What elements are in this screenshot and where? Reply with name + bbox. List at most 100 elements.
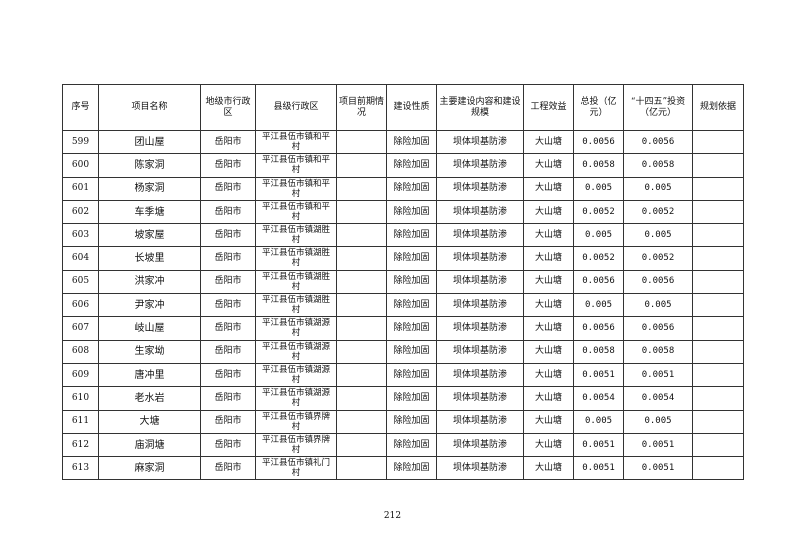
- cell-total-invest: 0.0051: [573, 432, 624, 458]
- cell-basis: [692, 456, 744, 481]
- cell-city: 岳阳市: [200, 316, 256, 341]
- cell-benefit: 大山塘: [523, 153, 574, 178]
- cell-index: 606: [62, 293, 99, 318]
- cell-14th-invest: 0.0056: [623, 269, 693, 295]
- cell-basis: [692, 246, 744, 271]
- cell-county: 平江县伍市镇湖胜村: [255, 293, 337, 318]
- cell-total-invest: 0.0052: [573, 199, 624, 225]
- header-col-project-name: 项目名称: [98, 84, 201, 131]
- table-header-row: 序号 项目名称 地级市行政区 县级行政区 项目前期情况 建设性质 主要建设内容和建设规模 工程…: [62, 84, 744, 131]
- project-table: 序号 项目名称 地级市行政区 县级行政区 项目前期情况 建设性质 主要建设内容和建设规模 工程…: [62, 84, 744, 481]
- cell-index: 605: [62, 269, 99, 295]
- cell-project-name: 团山屋: [98, 129, 201, 155]
- cell-index: 610: [62, 386, 99, 411]
- cell-14th-invest: 0.005: [623, 176, 693, 201]
- cell-index: 609: [62, 362, 99, 388]
- cell-content: 坝体坝基防渗: [436, 386, 524, 411]
- cell-city: 岳阳市: [200, 153, 256, 178]
- cell-project-name: 庙洞塘: [98, 432, 201, 458]
- cell-nature: 除险加固: [386, 316, 437, 341]
- cell-nature: 除险加固: [386, 339, 437, 364]
- cell-benefit: 大山塘: [523, 316, 574, 341]
- cell-index: 601: [62, 176, 99, 201]
- cell-preliminary: [336, 199, 387, 225]
- cell-content: 坝体坝基防渗: [436, 362, 524, 388]
- cell-basis: [692, 432, 744, 458]
- cell-project-name: 洪家冲: [98, 269, 201, 295]
- cell-preliminary: [336, 176, 387, 201]
- cell-14th-invest: 0.0054: [623, 386, 693, 411]
- cell-content: 坝体坝基防渗: [436, 176, 524, 201]
- cell-preliminary: [336, 223, 387, 248]
- cell-benefit: 大山塘: [523, 176, 574, 201]
- cell-14th-invest: 0.005: [623, 293, 693, 318]
- cell-index: 612: [62, 432, 99, 458]
- cell-city: 岳阳市: [200, 386, 256, 411]
- page-number: 212: [383, 511, 402, 521]
- cell-city: 岳阳市: [200, 176, 256, 201]
- cell-index: 603: [62, 223, 99, 248]
- cell-content: 坝体坝基防渗: [436, 409, 524, 434]
- cell-14th-invest: 0.0056: [623, 316, 693, 341]
- cell-index: 602: [62, 199, 99, 225]
- cell-14th-invest: 0.005: [623, 223, 693, 248]
- table-row: 601 杨家洞 岳阳市 平江县伍市镇和平村 除险加固 坝体坝基防渗 大山塘 0.005 0.00…: [62, 176, 744, 201]
- cell-county: 平江县伍市镇和平村: [255, 153, 337, 178]
- cell-preliminary: [336, 432, 387, 458]
- cell-14th-invest: 0.0058: [623, 153, 693, 178]
- cell-city: 岳阳市: [200, 293, 256, 318]
- cell-project-name: 唐冲里: [98, 362, 201, 388]
- cell-14th-invest: 0.0051: [623, 456, 693, 481]
- cell-nature: 除险加固: [386, 176, 437, 201]
- cell-preliminary: [336, 246, 387, 271]
- cell-total-invest: 0.0056: [573, 269, 624, 295]
- cell-nature: 除险加固: [386, 386, 437, 411]
- table-row: 607 岐山屋 岳阳市 平江县伍市镇湖源村 除险加固 坝体坝基防渗 大山塘 0.0056 0.0…: [62, 316, 744, 341]
- cell-benefit: 大山塘: [523, 339, 574, 364]
- cell-total-invest: 0.0052: [573, 246, 624, 271]
- header-col-index: 序号: [62, 84, 99, 131]
- cell-county: 平江县伍市镇界牌村: [255, 409, 337, 434]
- header-col-total-invest: 总投（亿元）: [573, 84, 624, 131]
- cell-14th-invest: 0.0051: [623, 362, 693, 388]
- cell-county: 平江县伍市镇湖源村: [255, 362, 337, 388]
- cell-benefit: 大山塘: [523, 199, 574, 225]
- cell-city: 岳阳市: [200, 339, 256, 364]
- cell-basis: [692, 176, 744, 201]
- cell-nature: 除险加固: [386, 293, 437, 318]
- cell-basis: [692, 316, 744, 341]
- table-row: 603 坡家屋 岳阳市 平江县伍市镇湖胜村 除险加固 坝体坝基防渗 大山塘 0.005 0.00…: [62, 223, 744, 248]
- cell-nature: 除险加固: [386, 432, 437, 458]
- cell-city: 岳阳市: [200, 223, 256, 248]
- header-col-county: 县级行政区: [255, 84, 337, 131]
- header-col-basis: 规划依据: [692, 84, 744, 131]
- cell-14th-invest: 0.0052: [623, 246, 693, 271]
- table-row: 605 洪家冲 岳阳市 平江县伍市镇湖胜村 除险加固 坝体坝基防渗 大山塘 0.0056 0.0…: [62, 269, 744, 295]
- cell-basis: [692, 293, 744, 318]
- header-col-content: 主要建设内容和建设规模: [436, 84, 524, 131]
- cell-project-name: 麻家洞: [98, 456, 201, 481]
- cell-project-name: 坡家屋: [98, 223, 201, 248]
- cell-city: 岳阳市: [200, 409, 256, 434]
- table-row: 613 麻家洞 岳阳市 平江县伍市镇礼门村 除险加固 坝体坝基防渗 大山塘 0.0051 0.0…: [62, 456, 744, 481]
- header-col-nature: 建设性质: [386, 84, 437, 131]
- table-row: 611 大塘 岳阳市 平江县伍市镇界牌村 除险加固 坝体坝基防渗 大山塘 0.005 0.005: [62, 409, 744, 434]
- cell-content: 坝体坝基防渗: [436, 339, 524, 364]
- cell-nature: 除险加固: [386, 362, 437, 388]
- cell-preliminary: [336, 362, 387, 388]
- table-row: 602 车季塘 岳阳市 平江县伍市镇和平村 除险加固 坝体坝基防渗 大山塘 0.0052 0.0…: [62, 199, 744, 225]
- cell-index: 600: [62, 153, 99, 178]
- cell-total-invest: 0.005: [573, 223, 624, 248]
- header-col-city: 地级市行政区: [200, 84, 256, 131]
- cell-basis: [692, 199, 744, 225]
- cell-preliminary: [336, 269, 387, 295]
- cell-county: 平江县伍市镇湖源村: [255, 386, 337, 411]
- cell-basis: [692, 269, 744, 295]
- cell-basis: [692, 409, 744, 434]
- cell-content: 坝体坝基防渗: [436, 153, 524, 178]
- cell-preliminary: [336, 293, 387, 318]
- cell-benefit: 大山塘: [523, 246, 574, 271]
- cell-nature: 除险加固: [386, 153, 437, 178]
- cell-county: 平江县伍市镇界牌村: [255, 432, 337, 458]
- table-row: 606 尹家冲 岳阳市 平江县伍市镇湖胜村 除险加固 坝体坝基防渗 大山塘 0.005 0.00…: [62, 293, 744, 318]
